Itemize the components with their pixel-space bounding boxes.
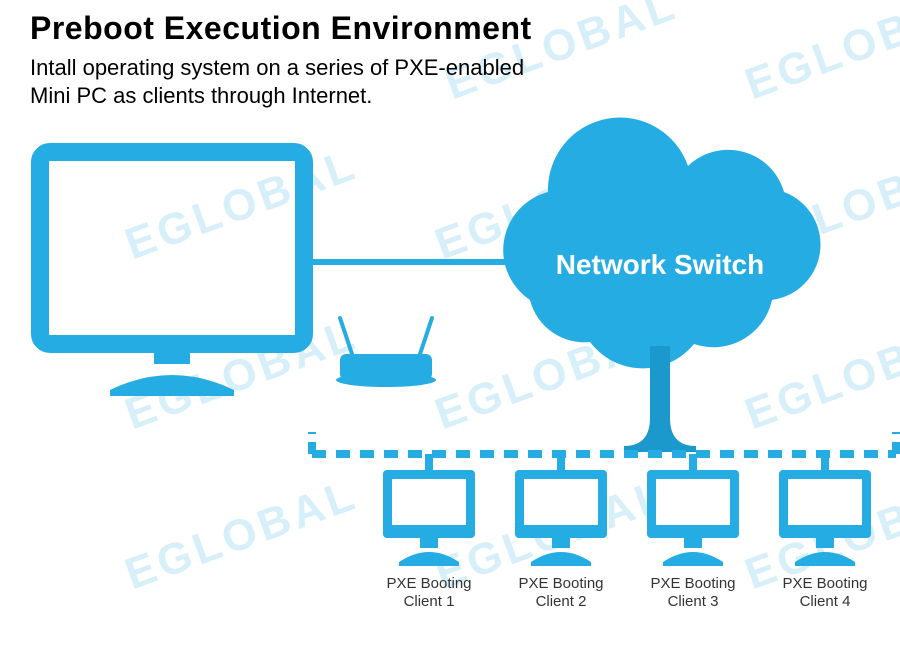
client-label: PXE BootingClient 3 — [633, 575, 753, 611]
client-label-line2: Client 1 — [404, 593, 455, 610]
client-label-line2: Client 3 — [668, 593, 719, 610]
client-label-line2: Client 2 — [536, 593, 587, 610]
client-icon — [383, 454, 475, 566]
client-icon — [779, 454, 871, 566]
network-switch-cloud-icon — [503, 118, 820, 369]
client-label: PXE BootingClient 2 — [501, 575, 621, 611]
client-label-line1: PXE Booting — [518, 575, 603, 592]
client-icon — [647, 454, 739, 566]
client-label-line2: Client 4 — [800, 593, 851, 610]
router-icon — [336, 318, 436, 387]
server-monitor-icon — [40, 152, 304, 396]
subtitle-line-2: Mini PC as clients through Internet. — [30, 83, 372, 108]
page-subtitle: Intall operating system on a series of P… — [30, 54, 524, 109]
client-icon — [515, 454, 607, 566]
client-label: PXE BootingClient 1 — [369, 575, 489, 611]
client-label-line1: PXE Booting — [650, 575, 735, 592]
client-label: PXE BootingClient 4 — [765, 575, 885, 611]
cloud-label: Network Switch — [500, 249, 820, 281]
client-label-line1: PXE Booting — [386, 575, 471, 592]
subtitle-line-1: Intall operating system on a series of P… — [30, 55, 524, 80]
client-label-line1: PXE Booting — [782, 575, 867, 592]
page-title: Preboot Execution Environment — [30, 10, 532, 47]
